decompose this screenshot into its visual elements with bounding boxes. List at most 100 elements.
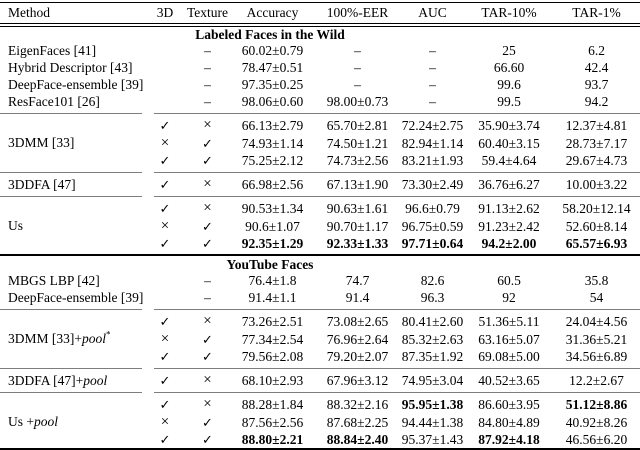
group-divider-rule-cell <box>0 193 640 199</box>
check-mark-icon: ✓ <box>202 331 213 347</box>
metric-cell: – <box>429 43 436 58</box>
check-mark-icon: ✓ <box>202 218 213 234</box>
group-divider-line <box>0 112 640 114</box>
mark-3d: × <box>145 134 185 152</box>
metric-cell: 92.33±1.33 <box>326 236 389 251</box>
check-mark-icon: ✓ <box>202 349 213 364</box>
table-row: 3DDFA [47] ✓ × 66.98±2.56 67.13±1.90 73.30±2.… <box>0 175 640 193</box>
dash-mark: – <box>204 273 211 288</box>
table-row: × ✓ 90.6±1.07 90.70±1.17 96.75±0.59 91.23±2.4… <box>0 217 640 235</box>
method-italic: pool <box>34 414 59 429</box>
mark-texture: – <box>185 93 230 110</box>
section-title-cell: Labeled Faces in the Wild <box>0 25 640 42</box>
table-row: ✓ ✓ 79.56±2.08 79.20±2.07 87.35±1.92 69.08±5.… <box>0 348 640 365</box>
metric-cell: 97.35±0.25 <box>241 77 304 92</box>
method-label: ResFace101 [26] <box>8 94 100 109</box>
col-header-accuracy: Accuracy <box>230 2 315 27</box>
method-label: EigenFaces [41] <box>8 43 97 58</box>
metric-cell: 60.5 <box>497 273 521 288</box>
table-row: 3DMM [33]+pool* ✓ × 73.26±2.51 73.08±2.65 80.… <box>0 312 640 346</box>
mark-3d: × <box>145 330 185 348</box>
metric-cell: 59.4±4.64 <box>481 153 537 168</box>
table-row: × ✓ 74.93±1.14 74.50±1.21 82.94±1.14 60.40±3.… <box>0 134 640 152</box>
metric-cell: – <box>354 43 361 58</box>
metric-cell: 91.23±2.42 <box>478 218 540 234</box>
metric-cell: 73.08±2.65 <box>326 313 389 329</box>
section-title-row: Labeled Faces in the Wild <box>0 25 640 42</box>
table-row: ✓ ✓ 75.25±2.12 74.73±2.56 83.21±1.93 59.4±4.6… <box>0 152 640 169</box>
method-cell: Hybrid Descriptor [43] <box>0 59 145 76</box>
section-divider-line <box>0 253 640 256</box>
group-divider-line <box>0 171 640 173</box>
col-header-tar-1: TAR-1% <box>553 2 640 27</box>
group-divider-line <box>0 308 640 310</box>
metric-cell: 83.21±1.93 <box>401 153 464 168</box>
metric-cell: – <box>354 60 361 75</box>
mark-texture: ✓ <box>185 431 230 449</box>
metric-cell: 36.76±6.27 <box>478 176 540 192</box>
check-mark-icon: ✓ <box>159 236 171 251</box>
metric-cell: – <box>429 94 436 109</box>
metric-cell: 99.6 <box>497 77 521 92</box>
mark-texture: ✓ <box>185 217 230 235</box>
table-row: MBGS LBP [42] – 76.4±1.8 74.7 82.6 60.5 35.8 <box>0 272 640 289</box>
metric-cell: 66.98±2.56 <box>241 176 304 192</box>
cross-mark-icon: × <box>203 313 212 329</box>
metric-cell: 97.71±0.64 <box>401 236 464 251</box>
method-label: DeepFace-ensemble [39] <box>8 290 144 305</box>
metric-cell: 88.80±2.21 <box>241 432 304 447</box>
metric-cell: 96.3 <box>420 290 445 305</box>
cross-mark-icon: × <box>203 200 212 216</box>
mark-texture: – <box>185 272 230 289</box>
metric-cell: 73.26±2.51 <box>241 313 304 329</box>
metric-cell: 35.90±3.74 <box>478 117 540 133</box>
metric-cell: 91.13±2.62 <box>478 200 540 216</box>
metric-cell: 94.2±2.00 <box>481 236 537 251</box>
mark-texture: × <box>185 116 230 134</box>
metric-cell: 75.25±2.12 <box>241 153 304 168</box>
metric-cell: 46.56±6.20 <box>565 432 628 447</box>
metric-cell: 99.5 <box>497 94 521 109</box>
col-header-texture: Texture <box>185 2 230 27</box>
table-row: DeepFace-ensemble [39] – 91.4±1.1 91.4 96.3 9… <box>0 289 640 306</box>
metric-cell: 63.16±5.07 <box>478 331 540 347</box>
check-mark-icon: ✓ <box>202 432 213 447</box>
method-label: 3DDFA [47] <box>8 176 76 192</box>
method-cell: EigenFaces [41] <box>0 42 145 59</box>
group-divider-rule-cell <box>0 365 640 371</box>
metric-cell: 87.92±4.18 <box>478 432 540 447</box>
method-cell: Us +pool <box>0 395 145 449</box>
metric-cell: 51.36±5.11 <box>478 313 540 329</box>
method-label: 3DDFA [47]+ <box>8 372 84 388</box>
table-row: 3DDFA [47]+pool ✓ × 68.10±2.93 67.96±3.12 74.… <box>0 371 640 389</box>
method-cell: DeepFace-ensemble [39] <box>0 76 145 93</box>
metric-cell: 12.2±2.67 <box>569 372 624 388</box>
metric-cell: 52.60±8.14 <box>565 218 628 234</box>
group-divider-rule <box>0 193 640 199</box>
metric-cell: 76.96±2.64 <box>326 331 389 347</box>
mark-texture: × <box>185 199 230 217</box>
mark-texture: – <box>185 42 230 59</box>
cross-mark-icon: × <box>160 135 170 151</box>
metric-cell: 65.70±2.81 <box>326 117 389 133</box>
group-divider-line <box>0 195 640 197</box>
mark-texture: × <box>185 312 230 330</box>
check-mark-icon: ✓ <box>159 200 171 216</box>
method-label: 3DMM [33]+ <box>8 331 82 346</box>
group-divider-rule <box>0 306 640 312</box>
metric-cell: – <box>354 77 361 92</box>
metric-cell: 92 <box>502 290 516 305</box>
cross-mark-icon: × <box>203 396 212 412</box>
mark-texture: ✓ <box>185 330 230 348</box>
mark-texture: ✓ <box>185 152 230 169</box>
group-divider-rule-cell <box>0 110 640 116</box>
metric-cell: 98.06±0.60 <box>241 94 304 109</box>
metric-cell: 87.35±1.92 <box>401 349 464 364</box>
mark-texture: ✓ <box>185 134 230 152</box>
metric-cell: 90.70±1.17 <box>326 218 389 234</box>
metric-cell: 51.12±8.86 <box>565 396 628 412</box>
group-divider-rule <box>0 365 640 371</box>
dash-mark: – <box>204 60 211 75</box>
metric-cell: 34.56±6.89 <box>565 349 628 364</box>
group-divider-line <box>0 367 640 369</box>
